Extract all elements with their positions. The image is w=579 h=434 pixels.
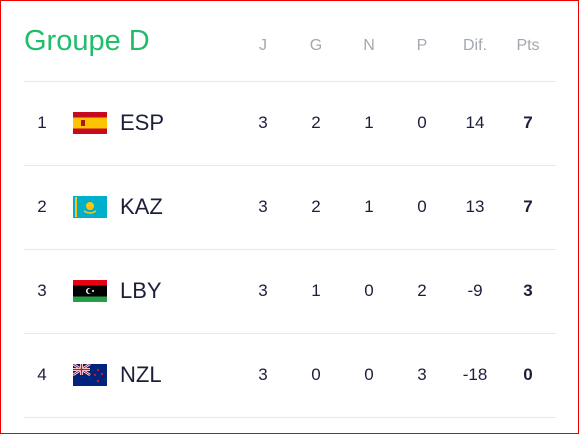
column-header: Dif.: [463, 37, 487, 54]
rank: 1: [37, 113, 47, 132]
played: 3: [258, 281, 268, 300]
played: 3: [258, 197, 268, 216]
won: 2: [311, 113, 321, 132]
team: KAZ: [120, 194, 163, 219]
divider: [24, 81, 556, 82]
goal-diff: 14: [465, 113, 485, 132]
column-header: Pts: [516, 37, 540, 54]
divider: [24, 417, 556, 418]
goal-diff: -18: [462, 365, 488, 384]
column-header: J: [259, 37, 267, 54]
flag-lby: [73, 280, 107, 302]
column-header: G: [309, 37, 323, 54]
played: 3: [258, 113, 268, 132]
flag-nzl: [73, 364, 107, 386]
group-title: Groupe D: [24, 25, 150, 57]
drawn: 1: [364, 197, 374, 216]
drawn: 0: [364, 365, 374, 384]
won: 2: [311, 197, 321, 216]
team: ESP: [120, 110, 165, 135]
rank: 4: [37, 365, 47, 384]
lost: 0: [417, 197, 427, 216]
points: 7: [523, 113, 533, 132]
lost: 0: [417, 113, 427, 132]
rank: 2: [37, 197, 47, 216]
drawn: 1: [364, 113, 374, 132]
column-header: P: [416, 37, 428, 54]
lost: 2: [417, 281, 427, 300]
points: 7: [523, 197, 533, 216]
points: 0: [523, 365, 533, 384]
team: NZL: [120, 362, 162, 387]
divider: [24, 249, 556, 250]
drawn: 0: [364, 281, 374, 300]
flag-esp: [73, 112, 107, 134]
lost: 3: [417, 365, 427, 384]
column-header: N: [363, 37, 375, 54]
won: 0: [311, 365, 321, 384]
goal-diff: -9: [467, 281, 483, 300]
team: LBY: [120, 278, 162, 303]
points: 3: [523, 281, 533, 300]
divider: [24, 333, 556, 334]
divider: [24, 165, 556, 166]
rank: 3: [37, 281, 47, 300]
won: 1: [311, 281, 321, 300]
goal-diff: 13: [465, 197, 485, 216]
played: 3: [258, 365, 268, 384]
flag-kaz: [73, 196, 107, 218]
